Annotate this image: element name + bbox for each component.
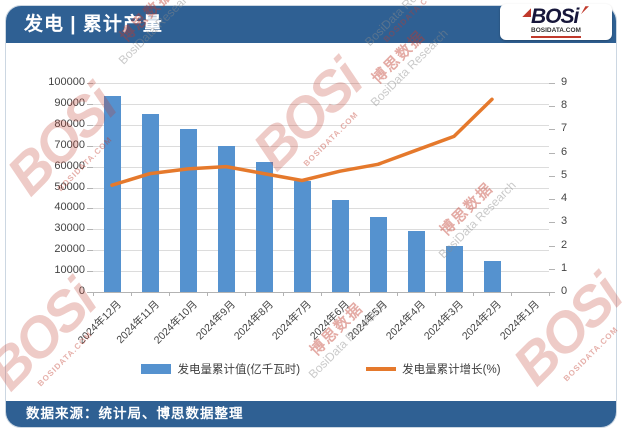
gridline — [93, 229, 549, 231]
legend-item-bar-series: 发电量累计值(亿千瓦时) — [141, 361, 300, 377]
page-title: 发电 | 累计产量 — [24, 14, 163, 35]
gridline — [93, 166, 549, 168]
left-axis-tick — [87, 124, 93, 126]
left-axis-tick-label: 70000 — [54, 138, 85, 151]
gridline — [93, 145, 549, 147]
legend-label-line-series: 发电量累计增长(%) — [402, 364, 501, 376]
right-axis-tick — [549, 175, 555, 177]
right-axis-tick-label: 2 — [561, 238, 568, 251]
right-axis-tick-label: 5 — [561, 168, 568, 181]
x-axis-tick — [397, 292, 398, 296]
gridline — [93, 250, 549, 252]
bar-2024年2月 — [483, 260, 501, 292]
x-axis-tick — [435, 292, 436, 296]
left-axis-tick-label: 90000 — [54, 96, 85, 109]
gridline — [93, 103, 549, 105]
left-axis-tick — [87, 250, 93, 252]
gridline — [93, 208, 549, 210]
bar-2024年4月 — [407, 231, 425, 292]
right-axis-tick-label: 6 — [561, 145, 568, 158]
left-axis-tick — [87, 145, 93, 147]
footer-bar: 数据来源：统计局、博思数据整理 — [6, 401, 616, 427]
logo-site-text: BOSIDATA.COM — [531, 28, 581, 38]
x-axis-tick — [207, 292, 208, 296]
left-axis-tick — [87, 271, 93, 273]
left-axis-tick — [87, 166, 93, 168]
right-axis-tick-label: 4 — [561, 192, 568, 205]
x-axis-tick — [511, 292, 512, 296]
left-axis-tick — [87, 292, 93, 293]
gridline — [93, 271, 549, 273]
bar-2024年3月 — [445, 246, 463, 292]
left-axis-tick-label: 0 — [78, 285, 85, 297]
right-axis-tick — [549, 129, 555, 131]
left-axis-tick — [87, 103, 93, 105]
bosi-logo: BOSi BOSIDATA.COM — [500, 4, 612, 40]
line-series-swatch-icon — [366, 367, 397, 371]
bar-2024年8月 — [255, 162, 273, 292]
logo-triangle-icon — [522, 8, 532, 18]
x-axis-tick — [473, 292, 474, 296]
right-axis-tick-label: 7 — [561, 122, 568, 135]
left-axis-tick — [87, 229, 93, 231]
growth-line-series — [110, 97, 494, 187]
bar-2024年11月 — [141, 114, 159, 292]
gridline — [93, 83, 549, 84]
right-axis-tick-label: 8 — [561, 99, 568, 112]
right-axis-tick — [549, 268, 555, 270]
right-axis-tick — [549, 222, 555, 224]
data-source-text: 数据来源：统计局、博思数据整理 — [26, 406, 244, 421]
logo-wordmark: BOSi — [531, 5, 579, 29]
left-axis-tick-label: 60000 — [54, 159, 85, 172]
left-axis-tick — [87, 83, 93, 84]
left-axis-tick-label: 10000 — [54, 264, 85, 277]
right-axis-tick — [549, 83, 555, 84]
legend-label-bar-series: 发电量累计值(亿千瓦时) — [177, 364, 301, 376]
chart-legend: 发电量累计值(亿千瓦时) 发电量累计增长(%) — [93, 361, 549, 377]
x-axis-tick — [321, 292, 322, 296]
right-axis-tick — [549, 106, 555, 108]
bar-2024年12月 — [103, 95, 121, 292]
bar-2024年5月 — [369, 216, 387, 292]
x-axis-tick — [169, 292, 170, 296]
right-axis-tick — [549, 245, 555, 247]
x-axis-tick — [245, 292, 246, 296]
left-axis-tick-label: 80000 — [54, 117, 85, 130]
bar-2024年7月 — [293, 181, 311, 292]
left-axis-tick — [87, 208, 93, 210]
right-axis-tick — [549, 152, 555, 154]
x-axis-tick — [549, 292, 550, 296]
bar-2024年9月 — [217, 145, 235, 292]
left-axis-tick-label: 30000 — [54, 222, 85, 235]
left-axis-tick — [87, 187, 93, 189]
right-axis-tick-label: 3 — [561, 215, 568, 228]
gridline — [93, 124, 549, 126]
right-axis-tick-label: 9 — [561, 76, 568, 88]
left-axis-tick-label: 20000 — [54, 243, 85, 256]
logo-slash-icon — [580, 6, 589, 15]
x-axis-tick — [131, 292, 132, 296]
right-axis-tick-label: 0 — [561, 285, 568, 297]
right-axis-tick — [549, 292, 555, 293]
left-axis-tick-label: 50000 — [54, 180, 85, 193]
left-axis-tick-label: 40000 — [54, 201, 85, 214]
bar-2024年6月 — [331, 200, 349, 292]
x-axis-tick — [93, 292, 94, 296]
legend-item-line-series: 发电量累计增长(%) — [366, 361, 501, 377]
x-axis-tick — [283, 292, 284, 296]
bar-series-swatch-icon — [141, 364, 172, 374]
gridline — [93, 187, 549, 189]
right-axis-tick-label: 1 — [561, 261, 568, 274]
x-axis-tick — [359, 292, 360, 296]
chart-plot-area: 100000 90000 80000 70000 60000 50000 40000 3000… — [48, 76, 567, 347]
right-axis-tick — [549, 199, 555, 201]
left-axis-tick-label: 100000 — [48, 76, 85, 88]
